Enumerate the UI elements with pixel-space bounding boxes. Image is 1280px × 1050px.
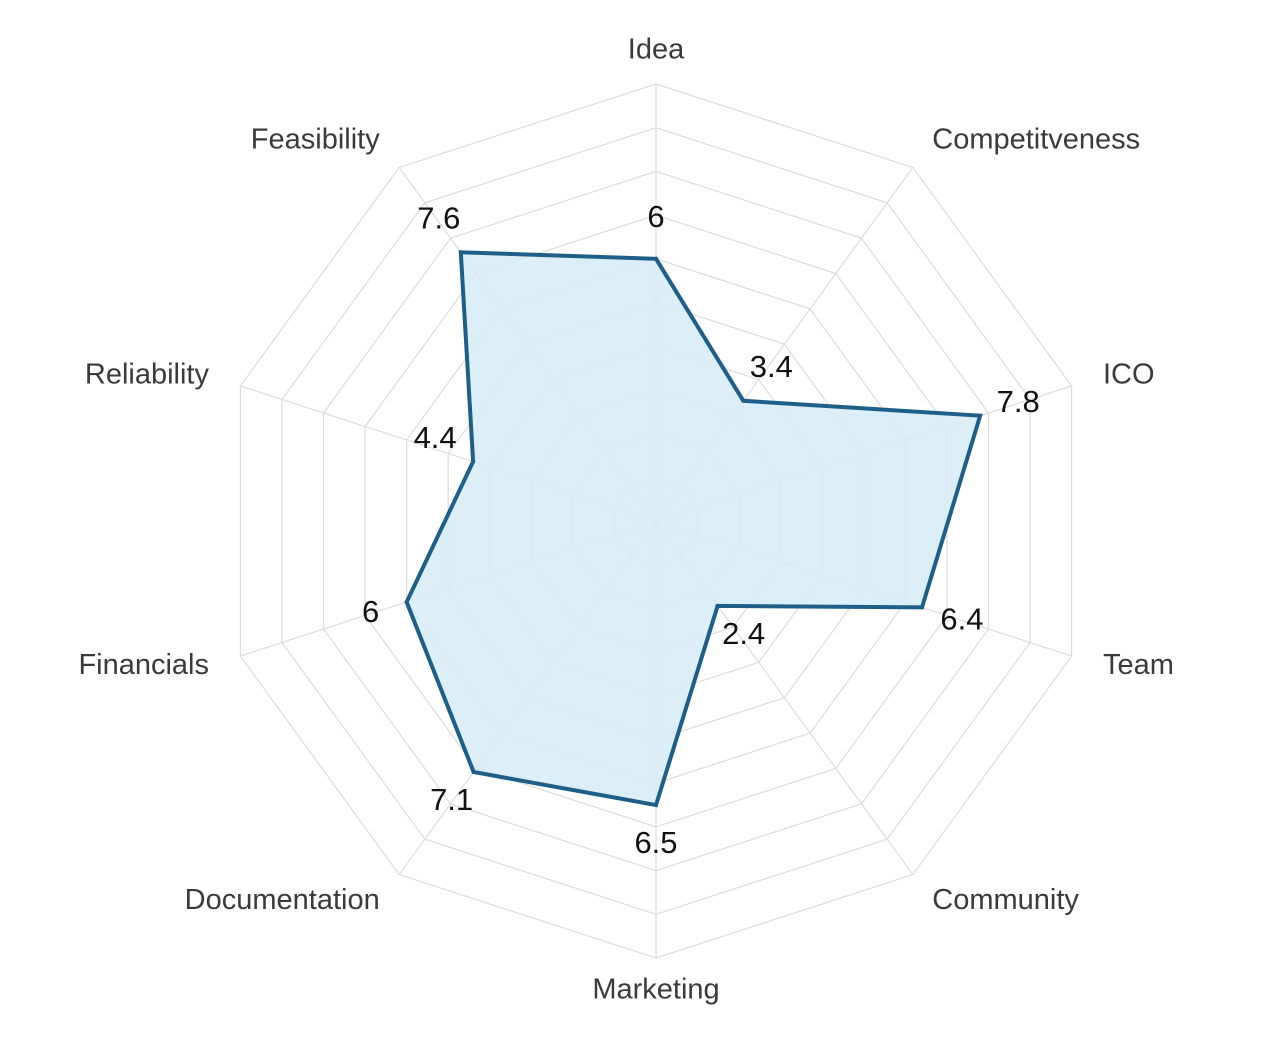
data-point-financials [404,600,409,605]
axis-label-reliability: Reliability [85,358,210,390]
axis-label-competitveness: Competitveness [932,123,1140,155]
axis-label-financials: Financials [78,649,209,681]
value-label-documentation: 7.1 [430,782,473,817]
axis-label-community: Community [932,884,1079,916]
data-point-community [715,603,720,608]
axis-label-idea: Idea [628,34,685,66]
data-point-feasibility [458,250,463,255]
radar-series [404,250,983,808]
axis-label-ico: ICO [1103,358,1155,390]
axis-labels: Idea Competitveness ICO Team Community Market… [78,34,1173,1006]
axis-label-team: Team [1103,649,1174,681]
data-point-team [919,605,924,610]
data-point-reliability [471,459,476,464]
axis-label-feasibility: Feasibility [251,123,380,155]
data-point-competitveness [741,398,746,403]
data-point-ico [978,413,983,418]
axis-label-documentation: Documentation [185,884,380,916]
data-point-documentation [471,770,476,775]
value-label-marketing: 6.5 [634,825,677,860]
value-label-ico: 7.8 [997,384,1040,419]
series-area [404,250,983,808]
value-labels: 6 3.4 7.8 6.4 2.4 6.5 7.1 6 4.4 7.6 [362,199,1040,860]
value-label-competitveness: 3.4 [750,349,793,384]
value-label-idea: 6 [647,199,664,234]
axis-label-marketing: Marketing [592,974,719,1006]
value-label-financials: 6 [362,594,379,629]
value-label-reliability: 4.4 [414,420,457,455]
value-label-feasibility: 7.6 [417,200,460,235]
value-label-team: 6.4 [940,602,983,637]
data-point-idea [654,256,658,261]
value-label-community: 2.4 [722,616,765,651]
data-point-marketing [654,803,658,808]
